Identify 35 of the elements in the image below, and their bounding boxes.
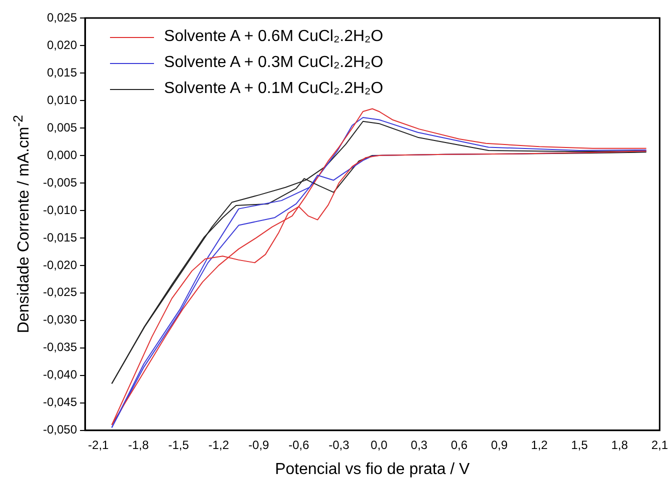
y-tick-label: -0,040 xyxy=(42,368,78,382)
x-tick-label: 1,8 xyxy=(611,438,628,452)
x-tick-label: 0,0 xyxy=(370,438,388,452)
y-tick-label: -0,025 xyxy=(42,285,78,300)
x-tick-label: 0,3 xyxy=(410,438,428,452)
x-axis-title: Potencial vs fio de prata / V xyxy=(274,460,470,478)
x-tick-label: -0,3 xyxy=(328,438,350,452)
legend-label: Solvente A + 0.3M CuCl₂.2H₂O xyxy=(164,54,384,72)
x-tick-label: 2,1 xyxy=(651,438,668,452)
x-tick-label: -0,6 xyxy=(288,438,310,452)
x-tick-label: -0,9 xyxy=(248,438,270,452)
x-tick-label: -2,1 xyxy=(88,438,110,452)
y-tick-label: 0,010 xyxy=(46,92,78,107)
y-tick-label: -0,005 xyxy=(42,175,78,190)
x-tick-label: -1,8 xyxy=(128,438,150,452)
y-tick-label: 0,015 xyxy=(46,65,78,80)
y-tick-label: 0,025 xyxy=(46,10,78,24)
y-tick-label: -0,015 xyxy=(42,230,78,244)
x-tick-label: -1,2 xyxy=(208,438,230,452)
y-tick-label: -0,035 xyxy=(42,340,78,354)
legend-label: Solvente A + 0.6M CuCl₂.2H₂O xyxy=(164,28,384,46)
y-tick-label: -0,045 xyxy=(42,395,78,410)
x-tick-label: 0,6 xyxy=(450,438,468,452)
y-tick-label: -0,010 xyxy=(42,202,78,217)
legend-label: Solvente A + 0.1M CuCl₂.2H₂O xyxy=(164,80,384,98)
y-tick-label: -0,020 xyxy=(42,258,78,272)
y-tick-label: 0,020 xyxy=(46,38,78,52)
x-tick-label: -1,5 xyxy=(168,438,190,452)
x-tick-label: 0,9 xyxy=(490,438,508,452)
y-tick-label: -0,050 xyxy=(42,422,78,437)
y-tick-label: -0,030 xyxy=(42,312,78,327)
x-tick-label: 1,2 xyxy=(531,438,548,452)
y-tick-label: 0,005 xyxy=(46,120,78,134)
y-tick-label: 0,000 xyxy=(46,148,78,162)
x-tick-label: 1,5 xyxy=(571,438,588,452)
